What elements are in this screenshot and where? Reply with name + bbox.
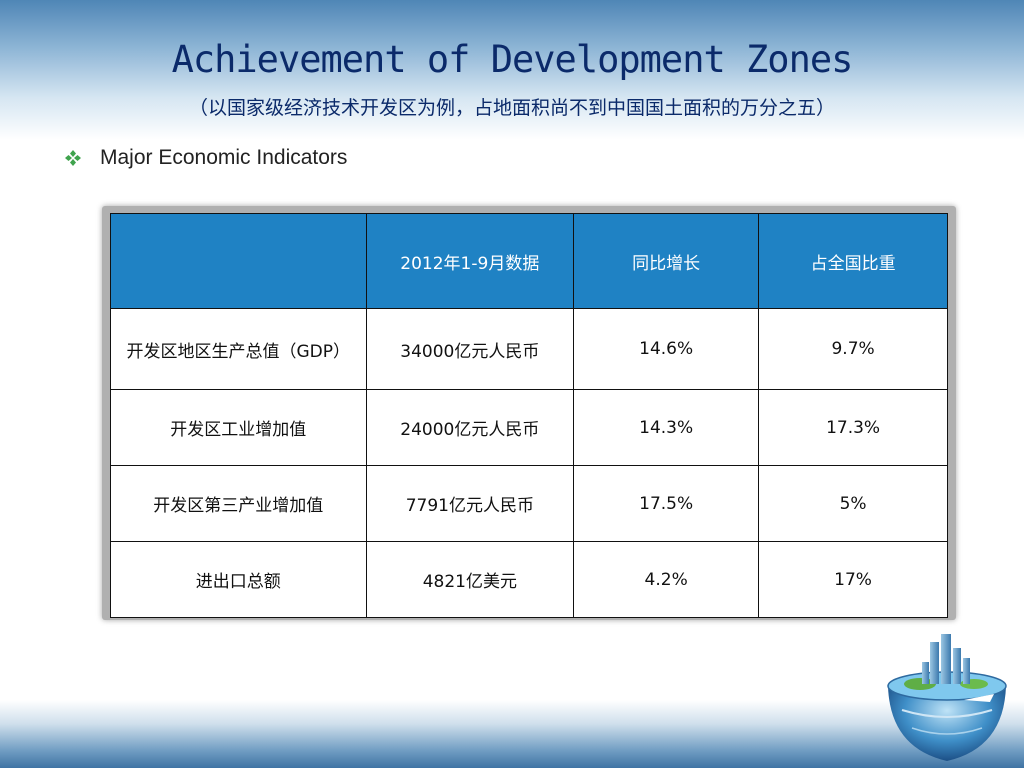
value-cell: 7791亿元人民币 — [365, 465, 575, 542]
table-row: 开发区第三产业增加值 7791亿元人民币 17.5% 5% — [110, 465, 948, 542]
share-cell: 17% — [758, 541, 948, 618]
header-cell-share: 占全国比重 — [758, 213, 948, 309]
growth-cell: 4.2% — [573, 541, 760, 618]
table-row: 进出口总额 4821亿美元 4.2% 17% — [110, 541, 948, 618]
indicators-table: 2012年1-9月数据 同比增长 占全国比重 开发区地区生产总值（GDP） 34… — [110, 213, 948, 618]
growth-cell: 17.5% — [573, 465, 760, 542]
footer-gradient — [0, 700, 1024, 768]
value-cell: 34000亿元人民币 — [365, 308, 575, 390]
value-cell: 4821亿美元 — [365, 541, 575, 618]
table-frame: 2012年1-9月数据 同比增长 占全国比重 开发区地区生产总值（GDP） 34… — [102, 206, 956, 620]
four-diamond-bullet-icon — [65, 150, 81, 166]
header-cell-blank — [110, 213, 367, 309]
value-cell: 24000亿元人民币 — [365, 389, 575, 466]
header-gradient — [0, 0, 1024, 140]
bullet-item: Major Economic Indicators — [64, 146, 347, 170]
growth-cell: 14.6% — [573, 308, 760, 390]
table-row: 开发区工业增加值 24000亿元人民币 14.3% 17.3% — [110, 389, 948, 466]
table-row: 开发区地区生产总值（GDP） 34000亿元人民币 14.6% 9.7% — [110, 308, 948, 390]
slide-subtitle: （以国家级经济技术开发区为例，占地面积尚不到中国国土面积的万分之五） — [188, 97, 835, 119]
slide-title: Achievement of Development Zones — [171, 38, 854, 81]
share-cell: 5% — [758, 465, 948, 542]
bullet-text: Major Economic Indicators — [100, 146, 348, 169]
row-label-cell: 开发区地区生产总值（GDP） — [110, 308, 367, 390]
header-cell-data: 2012年1-9月数据 — [365, 213, 575, 309]
row-label-cell: 开发区工业增加值 — [110, 389, 367, 466]
row-label-cell: 进出口总额 — [110, 541, 367, 618]
table-header-row: 2012年1-9月数据 同比增长 占全国比重 — [110, 213, 948, 309]
header-cell-growth: 同比增长 — [573, 213, 760, 309]
growth-cell: 14.3% — [573, 389, 760, 466]
globe-city-icon — [887, 634, 1007, 761]
row-label-cell: 开发区第三产业增加值 — [110, 465, 367, 542]
share-cell: 17.3% — [758, 389, 948, 466]
share-cell: 9.7% — [758, 308, 948, 390]
